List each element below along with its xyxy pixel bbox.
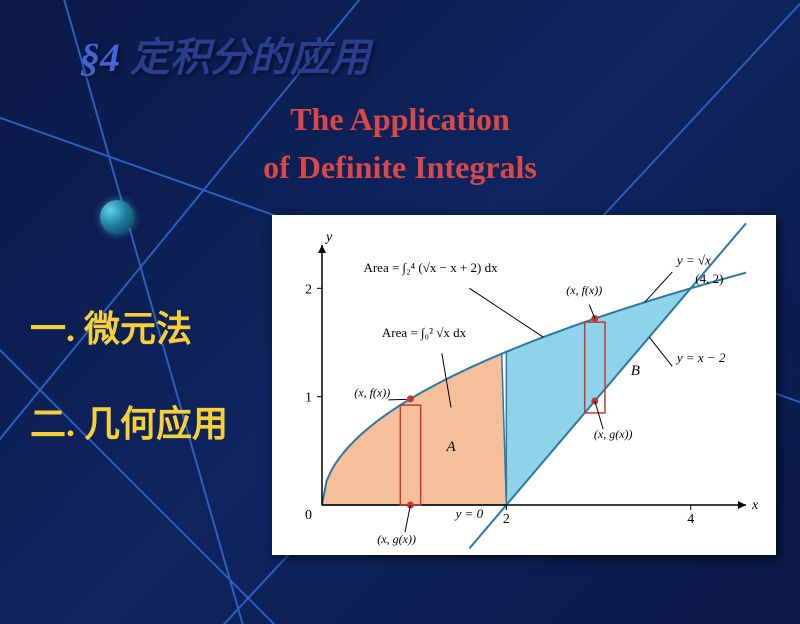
svg-text:x: x	[751, 498, 759, 513]
svg-text:y = 0: y = 0	[454, 506, 484, 521]
section-2: 二. 几何应用	[30, 395, 228, 447]
svg-text:Area = ∫₂⁴ (√x − x + 2) dx: Area = ∫₂⁴ (√x − x + 2) dx	[363, 260, 498, 276]
svg-text:1: 1	[305, 391, 312, 406]
title-text-cn: 定积分的应用	[130, 35, 370, 80]
integral-chart: 2 4 1 2 0 x y A B Area = ∫₂⁴ (√x − x + 2) dx Area …	[272, 215, 776, 555]
svg-text:(x, f(x)): (x, f(x))	[566, 283, 602, 297]
svg-text:y = x − 2: y = x − 2	[675, 350, 726, 365]
slide-title-cn: §4 定积分的应用	[80, 25, 370, 83]
svg-text:(4, 2): (4, 2)	[695, 271, 723, 286]
svg-text:y: y	[324, 230, 333, 245]
svg-text:Area = ∫₀² √x dx: Area = ∫₀² √x dx	[382, 325, 467, 341]
svg-text:A: A	[445, 439, 456, 455]
svg-text:(x, f(x)): (x, f(x))	[354, 386, 390, 400]
title-en-line2: of Definite Integrals	[0, 143, 800, 191]
svg-text:(x, g(x)): (x, g(x))	[594, 427, 633, 441]
svg-text:4: 4	[687, 512, 694, 527]
section-1: 一. 微元法	[30, 300, 192, 352]
section-number: §4	[80, 35, 120, 80]
svg-text:2: 2	[305, 282, 312, 297]
svg-text:B: B	[631, 363, 640, 379]
svg-text:0: 0	[305, 508, 312, 523]
slide-title-en: The Application of Definite Integrals	[0, 95, 800, 191]
svg-text:(x, g(x)): (x, g(x))	[377, 532, 416, 546]
svg-text:2: 2	[503, 512, 510, 527]
title-en-line1: The Application	[0, 95, 800, 143]
svg-text:y = √x: y = √x	[675, 253, 711, 268]
globe-icon	[100, 200, 134, 234]
